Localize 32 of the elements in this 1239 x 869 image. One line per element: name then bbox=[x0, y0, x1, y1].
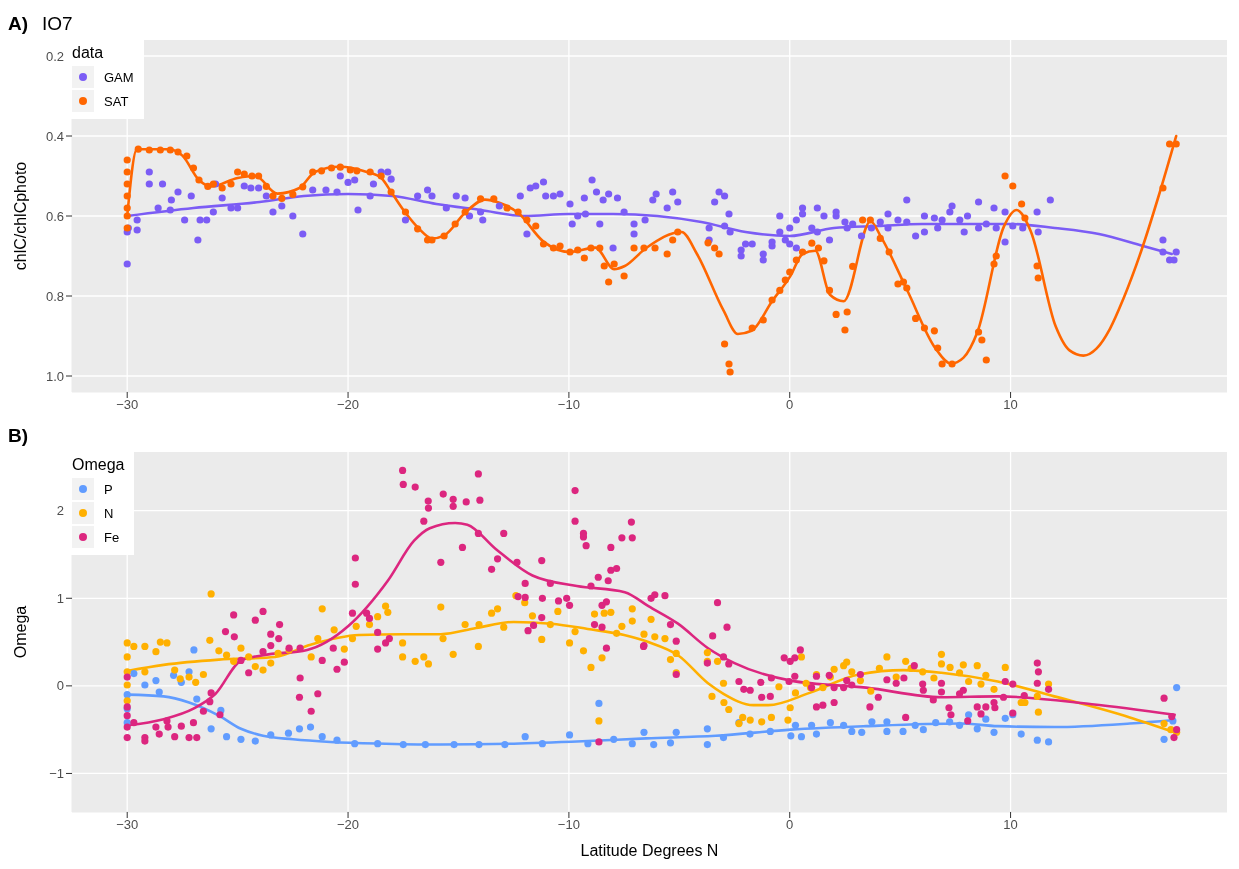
x-tick-label: 10 bbox=[1003, 817, 1018, 833]
y-tick-label: 0 bbox=[56, 678, 64, 694]
x-tick-label: 10 bbox=[1003, 397, 1018, 413]
x-tick-label: −10 bbox=[557, 817, 580, 833]
x-tick-label: −10 bbox=[557, 397, 580, 413]
y-tick-label: 0.2 bbox=[45, 48, 64, 64]
y-axis-title: Omega bbox=[11, 605, 29, 659]
legend-label: SAT bbox=[104, 93, 129, 109]
legend-label: N bbox=[104, 505, 114, 521]
y-tick-label: −1 bbox=[49, 766, 64, 782]
x-tick-label: 0 bbox=[786, 397, 794, 413]
y-axis-title: chlC/chlCphoto bbox=[11, 161, 29, 271]
y-tick-label: 0.6 bbox=[45, 208, 64, 224]
y-tick-label: 1.0 bbox=[45, 368, 64, 384]
x-tick-label: −30 bbox=[116, 397, 139, 413]
y-tick-label: 0.4 bbox=[45, 128, 64, 144]
x-axis-title: Latitude Degrees N bbox=[580, 842, 719, 859]
x-tick-label: 0 bbox=[786, 817, 794, 833]
legend-title: Omega bbox=[72, 456, 125, 474]
y-tick-label: 1 bbox=[56, 590, 64, 606]
x-tick-label: −20 bbox=[337, 817, 360, 833]
legend-title: data bbox=[72, 44, 105, 62]
text: A) bbox=[8, 13, 29, 35]
legend-label: P bbox=[104, 481, 113, 497]
text: B) bbox=[8, 425, 29, 447]
x-tick-label: −30 bbox=[116, 817, 139, 833]
y-tick-label: 2 bbox=[56, 503, 64, 519]
chart-title: IO7 bbox=[42, 13, 73, 35]
y-tick-label: 0.8 bbox=[45, 288, 64, 304]
x-tick-label: −20 bbox=[337, 397, 360, 413]
legend-label: Fe bbox=[104, 529, 120, 545]
legend-label: GAM bbox=[104, 69, 134, 85]
